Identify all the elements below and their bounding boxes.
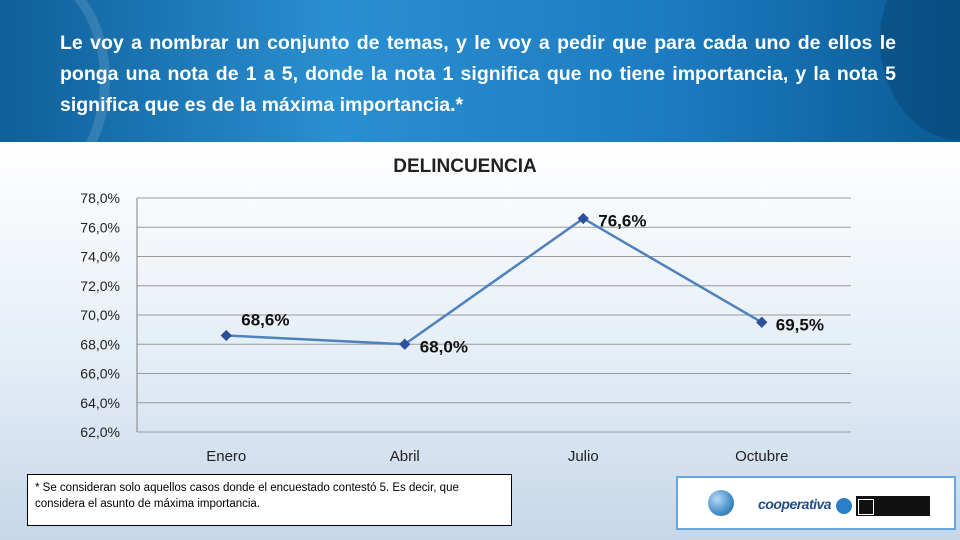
x-tick-label: Octubre: [735, 448, 788, 465]
y-tick-label: 74,0%: [80, 249, 120, 265]
data-label: 69,5%: [776, 315, 824, 334]
cooperativa-mark-icon: [836, 498, 852, 514]
x-tick-label: Abril: [390, 448, 420, 465]
data-label: 68,6%: [241, 310, 289, 329]
y-tick-label: 76,0%: [80, 219, 120, 235]
series-line: [226, 216, 763, 346]
data-label: 76,6%: [598, 211, 646, 230]
universidad-central-logo: [856, 496, 930, 516]
y-tick-label: 66,0%: [80, 366, 120, 382]
data-point: [220, 329, 232, 342]
chart-title: DELINCUENCIA: [393, 156, 537, 177]
globe-logo-icon: [708, 490, 734, 516]
logos-box: cooperativa: [676, 476, 956, 530]
data-point: [577, 212, 589, 225]
x-tick-label: Enero: [206, 448, 246, 465]
data-point: [756, 316, 768, 328]
data-label: 68,0%: [420, 337, 468, 356]
data-point: [399, 338, 411, 350]
y-tick-label: 64,0%: [80, 395, 120, 411]
banner-decoration: [0, 0, 110, 142]
line-chart: DELINCUENCIA 62,0% 64,0% 66,0% 68,0% 70,0% 72,…: [80, 156, 851, 465]
header-banner: Le voy a nombrar un conjunto de temas, y…: [0, 0, 960, 142]
cooperativa-logo: cooperativa: [758, 496, 832, 512]
uc-emblem-icon: [858, 499, 874, 515]
y-tick-label: 72,0%: [80, 278, 120, 294]
x-tick-label: Julio: [568, 448, 599, 465]
footnote-box: * Se consideran solo aquellos casos dond…: [27, 474, 512, 526]
chart-panel: DELINCUENCIA 62,0% 64,0% 66,0% 68,0% 70,0% 72,…: [0, 142, 960, 540]
y-tick-label: 78,0%: [80, 190, 120, 206]
survey-question: Le voy a nombrar un conjunto de temas, y…: [60, 32, 896, 116]
y-tick-label: 62,0%: [80, 424, 120, 440]
y-tick-label: 70,0%: [80, 307, 120, 323]
y-tick-label: 68,0%: [80, 336, 120, 352]
